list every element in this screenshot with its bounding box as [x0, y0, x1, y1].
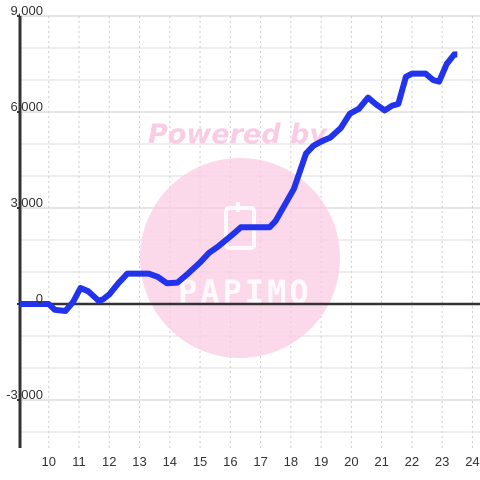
y-tick-label: -3,000	[6, 387, 43, 402]
x-tick-label: 13	[132, 454, 146, 469]
x-tick-label: 10	[42, 454, 56, 469]
x-tick-label: 11	[72, 454, 86, 469]
x-tick-label: 16	[223, 454, 237, 469]
x-tick-label: 14	[163, 454, 177, 469]
axes	[17, 15, 480, 448]
y-tick-label: 0	[36, 291, 43, 306]
x-tick-label: 18	[284, 454, 298, 469]
y-tick-label: 3,000	[10, 195, 43, 210]
x-tick-label: 12	[102, 454, 116, 469]
series	[20, 51, 458, 314]
y-tick-label: 6,000	[10, 99, 43, 114]
watermark-brand: PAPIMO	[178, 273, 312, 311]
grid-lines	[20, 15, 480, 448]
powered-by-watermark: Powered by PAPIMO	[140, 119, 340, 358]
x-tick-label: 21	[374, 454, 388, 469]
y-tick-label: 9,000	[10, 3, 43, 18]
watermark-text: Powered by	[148, 119, 328, 150]
x-tick-label: 19	[314, 454, 328, 469]
x-tick-label: 20	[344, 454, 358, 469]
tick-labels: 9,000 6,000 3,000 0 -3,000 10 11 12 13 14 15 16 17 18…	[6, 3, 480, 469]
x-tick-label: 24	[465, 454, 479, 469]
x-tick-label: 23	[435, 454, 449, 469]
series-line	[20, 51, 458, 314]
x-tick-label: 22	[405, 454, 419, 469]
x-tick-label: 15	[193, 454, 207, 469]
x-tick-label: 17	[253, 454, 267, 469]
watermark-circle	[140, 158, 340, 358]
